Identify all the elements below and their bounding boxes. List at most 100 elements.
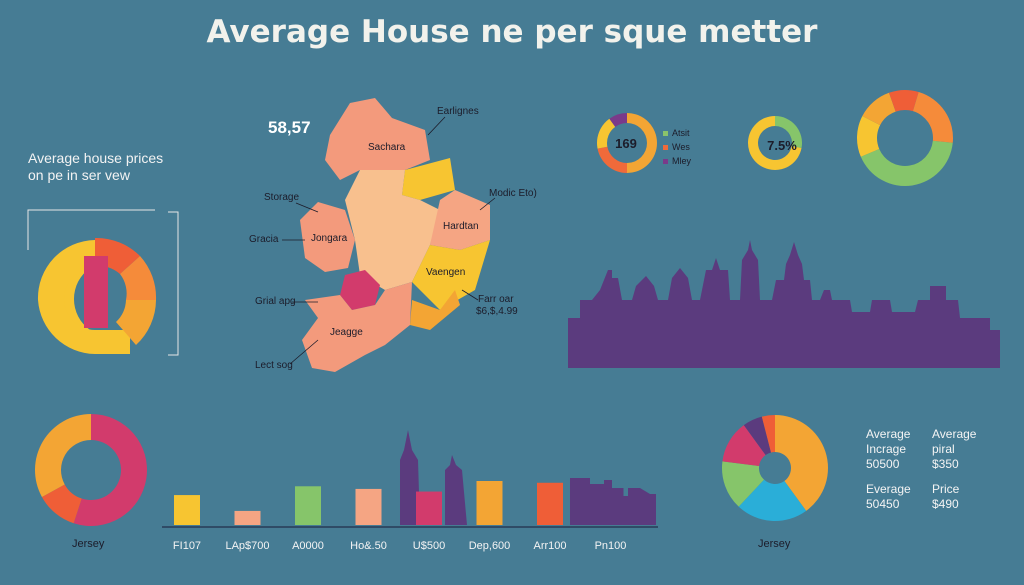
bar-4 — [355, 488, 382, 525]
bar-tower-2 — [445, 455, 467, 525]
region-map — [300, 98, 490, 372]
page-title: Average House ne per sque metter — [206, 14, 818, 50]
map-label-jeagge: Jeagge — [330, 327, 363, 338]
donut1-legend: Atsit Wes Mley — [663, 126, 691, 168]
bar-label-3: A0000 — [292, 540, 324, 552]
stat-4-value: $490 — [932, 497, 959, 511]
bar-7 — [537, 482, 563, 525]
stat-2: Average piral $350 — [932, 427, 976, 472]
map-callout-storage: Storage — [264, 192, 300, 203]
bottom-donut-slice-3 — [35, 414, 91, 497]
bar-label-2: LAp$700 — [225, 540, 269, 552]
map-region-jongara — [300, 202, 355, 272]
top-donut3-slice-2 — [856, 115, 881, 157]
bar-1 — [174, 495, 200, 525]
stat-3: Everage 50450 — [866, 482, 911, 512]
top-donut-1 — [597, 113, 657, 173]
legend-label: Wes — [672, 142, 690, 152]
top-donut-2 — [748, 116, 802, 170]
stat-3-label: Everage — [866, 482, 911, 496]
bar-label-8: Pn100 — [595, 540, 627, 552]
bottom-right-pie-label: Jersey — [758, 538, 791, 550]
bottom-pie-slice-5 — [743, 416, 772, 456]
bar-chart: FI107 LAp$700 A0000 Ho&.50 U$500 Dep,600 Arr10… — [162, 430, 658, 552]
top-donut1-slice-1 — [627, 113, 657, 173]
map-callout-modic: Modic Eto) — [489, 188, 537, 199]
city-skyline — [568, 240, 1000, 368]
map-label-vaengen: Vaengen — [426, 267, 466, 278]
bar-3 — [295, 486, 321, 525]
map-callout-price: $6,$,4.99 — [476, 306, 518, 317]
bar-tower-1 — [400, 430, 420, 525]
bar-label-6: Dep,600 — [469, 540, 511, 552]
map-value: 58,57 — [268, 118, 311, 137]
map-callout-grial: Grial apg — [255, 296, 296, 307]
stat-1-value: 50500 — [866, 457, 900, 471]
donut1-legend-item-2: Wes — [663, 140, 691, 154]
left-gauge — [27, 209, 179, 356]
bottom-left-donut-label: Jersey — [72, 538, 105, 550]
top-donut2-slice-1 — [775, 116, 802, 149]
stat-2-label2: piral — [932, 442, 955, 456]
gauge-orange-mid — [120, 256, 157, 300]
top-donut3-slice-5 — [912, 91, 953, 143]
legend-swatch-orange — [663, 144, 668, 150]
bottom-pie-slice-1 — [775, 414, 828, 511]
legend-label: Mley — [672, 156, 692, 166]
bottom-left-donut — [35, 414, 148, 526]
map-region-jeagge — [302, 282, 412, 372]
map-region-orange-s — [410, 290, 460, 330]
stat-4: Price $490 — [932, 482, 959, 512]
stat-2-value: $350 — [932, 457, 959, 471]
bottom-pie-slice-4 — [722, 425, 766, 466]
map-callout-earlignes: Earlignes — [437, 106, 479, 117]
stat-1-label2: Incrage — [866, 442, 907, 456]
stat-4-label: Price — [932, 482, 960, 496]
stat-2-label1: Average — [932, 427, 977, 441]
gauge-yellow-arc-outer — [37, 240, 130, 354]
bar-label-4: Ho&.50 — [350, 540, 387, 552]
bar-label-7: Arr100 — [533, 540, 566, 552]
map-region-north — [325, 98, 430, 180]
map-region-yellow-n — [402, 158, 455, 200]
subtitle: Average house prices on pe in ser vew — [28, 150, 163, 184]
donut2-center: 7.5% — [767, 138, 797, 153]
top-donut3-slice-3 — [862, 92, 896, 126]
stat-1-label1: Average — [866, 427, 911, 441]
bar-8 — [597, 488, 624, 525]
map-region-hardtan — [430, 190, 490, 250]
bar-label-5: U$500 — [413, 540, 445, 552]
legend-swatch-purple — [663, 158, 668, 164]
gauge-pink-bar — [84, 256, 108, 328]
donut1-legend-item-1: Atsit — [663, 126, 691, 140]
donut1-legend-item-3: Mley — [663, 154, 691, 168]
map-region-center — [345, 170, 440, 290]
top-donut3-slice-4 — [889, 89, 919, 112]
bottom-pie-slice-6 — [761, 415, 775, 453]
map-callout-lect: Lect sog — [255, 360, 293, 371]
map-label-hardtan: Hardtan — [443, 221, 479, 232]
map-label-jongara: Jongara — [311, 233, 348, 244]
map-callout-farr: Farr oar — [478, 294, 514, 305]
donut1-center: 169 — [615, 136, 637, 151]
gauge-bracket-right — [168, 211, 179, 356]
bottom-donut-slice-1 — [73, 414, 148, 526]
map-region-pink — [340, 270, 380, 310]
bottom-right-pie — [722, 414, 828, 522]
top-donut-3 — [856, 89, 953, 186]
top-donut1-slice-2 — [597, 146, 627, 173]
bar-5 — [416, 491, 442, 525]
subtitle-line-1: Average house prices — [28, 150, 164, 166]
subtitle-line-2: on pe in ser vew — [28, 167, 130, 183]
map-callout-gracia: Gracia — [249, 234, 279, 245]
stat-1: Average Incrage 50500 — [866, 427, 910, 472]
bar-label-1: FI107 — [173, 540, 201, 552]
bottom-donut-slice-2 — [41, 484, 82, 524]
stat-3-value: 50450 — [866, 497, 900, 511]
gauge-orange-low — [116, 300, 156, 345]
top-donut3-slice-1 — [860, 140, 953, 186]
skyline-shape — [568, 240, 1000, 368]
top-donut1-slice-3 — [597, 118, 616, 149]
map-label-sachara: Sachara — [368, 142, 406, 153]
